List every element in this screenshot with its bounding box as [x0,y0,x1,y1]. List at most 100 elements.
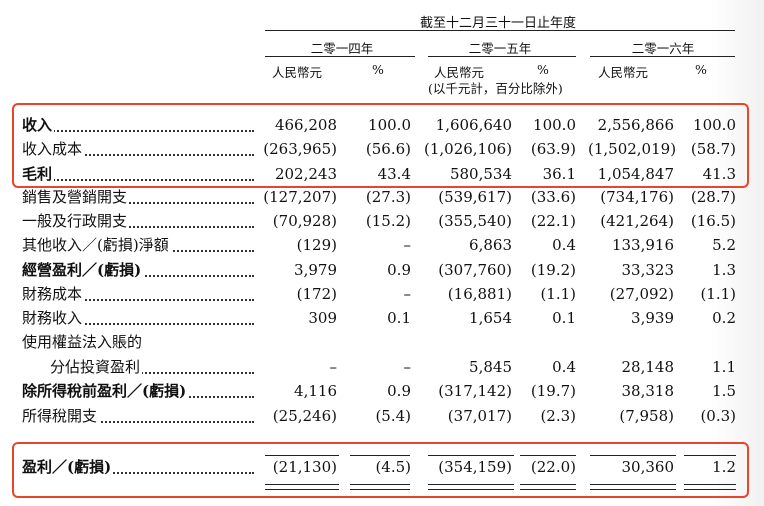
dot-leader [22,472,254,474]
row-value: (355,540) [438,212,512,230]
row-value: (19.7) [530,382,576,400]
row-value: 1.2 [712,458,736,476]
row-value: 1,654 [469,309,512,327]
dot-leader [50,372,254,374]
row-label: 收入 [22,114,254,136]
unit-note-2015: (以千元計，百分比除外) [428,81,563,96]
row-label-text: 使用權益法入賬的 [22,333,145,351]
row-value: (58.7) [690,140,736,158]
row-value: (16.5) [690,212,736,230]
row-value: 30,360 [621,458,675,476]
row-label-text: 分佔投資盈利 [50,358,143,376]
row-label: 銷售及營銷開支 [22,186,254,208]
row-label-text: 除所得稅前盈利／(虧損) [22,382,189,400]
row-value: 0.4 [552,358,576,376]
row-value: 3,939 [631,309,674,327]
total-double-rule [590,484,676,490]
row-label-text: 財務收入 [22,309,85,327]
row-label: 財務收入 [22,307,254,329]
row-value: (0.3) [700,407,736,425]
row-label-text: 盈利／(虧損) [22,458,114,476]
row-value [262,331,337,353]
row-value: (16,881) [447,285,512,303]
row-value: 3,979 [294,261,337,279]
row-value: 28,148 [621,358,675,376]
row-label: 經營盈利／(虧損) [22,259,254,281]
row-value: (4.5) [375,458,411,476]
row-label-text: 財務成本 [22,285,85,303]
row-value: 36.1 [542,165,576,183]
row-value: (2.3) [540,407,576,425]
row-value: (28.7) [690,188,736,206]
row-value: 1,606,640 [435,116,512,134]
dot-leader [22,299,254,301]
year-2014-header: 二零一四年 [310,41,374,56]
percent-2015: % [537,62,549,77]
currency-2014: 人民幣元 [272,65,323,80]
total-double-rule [350,484,410,490]
highlight-box-profit [12,442,749,498]
row-value: 5.2 [712,236,736,254]
row-value: 580,534 [449,165,512,183]
row-value: 2,556,866 [597,116,674,134]
row-value: (172) [296,285,337,303]
row-value: 1.3 [712,261,736,279]
row-value: (1.1) [700,285,736,303]
row-label-text: 其他收入／(虧損)淨額 [22,236,171,254]
row-value: 100.0 [693,116,736,134]
row-label: 使用權益法入賬的 [22,331,254,353]
subtotal-rule [428,455,514,456]
row-value: (19.2) [530,261,576,279]
row-value: (22.1) [530,212,576,230]
row-label: 除所得稅前盈利／(虧損) [22,380,254,402]
row-value: (1,026,106) [424,140,513,158]
row-value: – [403,285,412,303]
total-double-rule [520,484,576,490]
dot-leader [22,226,254,228]
total-double-rule [265,484,339,490]
row-value [676,331,736,353]
period-title: 截至十二月三十一日止年度 [420,16,577,31]
year-2015-rule [428,56,576,57]
row-label: 收入成本 [22,138,254,160]
dot-leader [22,179,254,181]
row-value: (317,142) [438,382,512,400]
row-label-text: 所得稅開支 [22,407,100,425]
row-value: (734,176) [600,188,674,206]
row-label-text: 收入成本 [22,140,85,158]
period-title-rule [265,30,735,31]
row-value: 0.1 [387,309,411,327]
row-value: (421,264) [600,212,674,230]
row-value: (15.2) [365,212,411,230]
row-value: 6,863 [469,236,512,254]
row-value: – [329,358,338,376]
row-value: (1,502,019) [588,140,677,158]
percent-2014: % [372,62,384,77]
row-label: 毛利 [22,163,254,185]
row-value: 0.9 [387,261,411,279]
subtotal-rule [590,455,676,456]
row-label: 一般及行政開支 [22,210,254,232]
row-value: 43.4 [377,165,411,183]
row-value: (129) [296,236,337,254]
row-value: (33.6) [530,188,576,206]
row-label-text: 一般及行政開支 [22,212,130,230]
year-2016-rule [590,56,735,57]
row-value: 309 [308,309,337,327]
year-2014-rule [265,56,415,57]
row-value: (21,130) [272,458,337,476]
row-value: 1.5 [712,382,736,400]
row-value: (539,617) [438,188,512,206]
row-value: (307,760) [438,261,512,279]
row-value: 4,116 [294,382,337,400]
row-value: 0.4 [552,236,576,254]
row-value: 0.9 [387,382,411,400]
row-value: (25,246) [272,407,337,425]
row-value: (63.9) [530,140,576,158]
row-value: (27,092) [609,285,674,303]
row-value [512,331,576,353]
year-2015-header: 二零一五年 [468,41,532,56]
row-value: (70,928) [272,212,337,230]
row-value [588,331,674,353]
